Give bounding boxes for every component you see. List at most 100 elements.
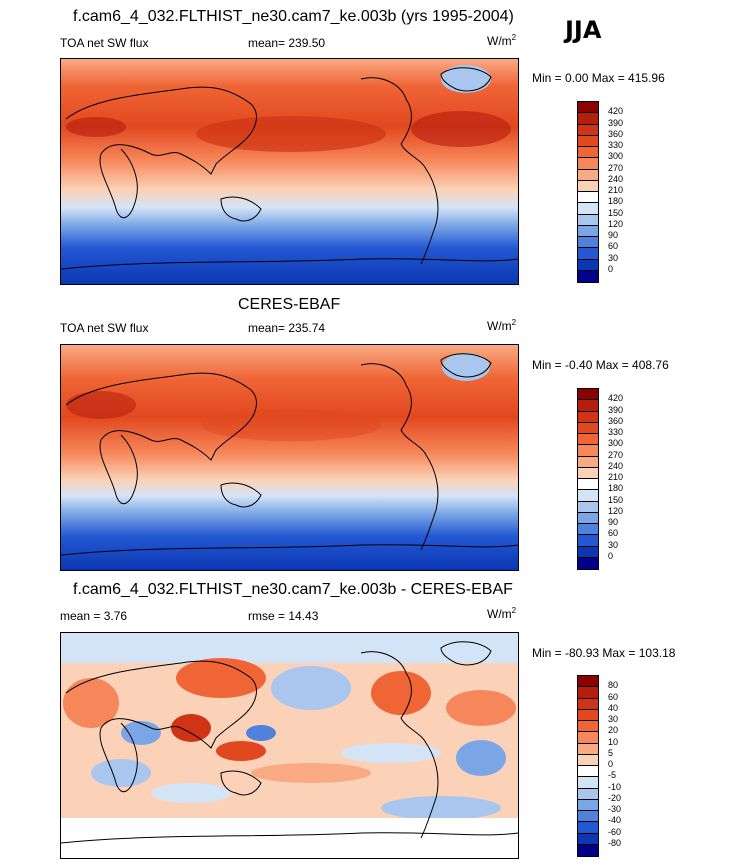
colorbar-tick-label: 270 [608, 162, 624, 173]
panel3-rmse-label: rmse = 14.43 [248, 609, 319, 623]
colorbar-tick-label: 30 [608, 714, 619, 724]
colorbar-swatch [578, 512, 598, 524]
panel1-map [60, 58, 519, 285]
colorbar-swatch [578, 147, 598, 159]
colorbar-swatch [578, 721, 598, 733]
colorbar-tick-label: 150 [608, 207, 624, 218]
colorbar-swatch [578, 788, 598, 800]
colorbar-tick-label: 120 [608, 505, 624, 516]
colorbar-swatch [578, 557, 598, 569]
panel2-title: CERES-EBAF [238, 296, 341, 313]
colorbar-tick-label: 90 [608, 230, 619, 240]
colorbar-tick-label: 80 [608, 680, 619, 691]
colorbar-swatch [578, 535, 598, 547]
colorbar-tick-label: 420 [608, 393, 624, 404]
colorbar-tick-label: 120 [608, 218, 624, 229]
colorbar-swatch [578, 822, 598, 834]
panel3-minmax: Min = -80.93 Max = 103.18 [532, 646, 676, 660]
panel1-title: f.cam6_4_032.FLTHIST_ne30.cam7_ke.003b (… [73, 8, 514, 25]
colorbar-tick-label: 420 [608, 106, 624, 117]
colorbar-tick-label: 390 [608, 117, 624, 128]
colorbar-tick-label: 210 [608, 472, 624, 482]
colorbar-tick-label: 60 [608, 691, 619, 702]
colorbar-swatch [578, 844, 598, 856]
colorbar-tick-label: 360 [608, 415, 624, 426]
panel3-colorbar [577, 675, 599, 857]
panel2-minmax: Min = -0.40 Max = 408.76 [532, 358, 669, 372]
colorbar-swatch [578, 124, 598, 136]
colorbar-tick-label: 0 [608, 550, 614, 561]
colorbar-tick-label: 300 [608, 151, 624, 162]
colorbar-swatch [578, 456, 598, 468]
colorbar-swatch [578, 248, 598, 260]
colorbar-tick-label: 180 [608, 483, 624, 494]
panel1-minmax: Min = 0.00 Max = 415.96 [532, 71, 665, 85]
colorbar-swatch [578, 799, 598, 811]
colorbar-tick-label: -5 [608, 770, 617, 781]
panel2-map [60, 344, 519, 571]
colorbar-tick-label: 390 [608, 404, 624, 415]
colorbar-swatch [578, 754, 598, 766]
colorbar-tick-label: 30 [608, 252, 619, 263]
panel3-units: W/m2 [487, 606, 517, 621]
colorbar-swatch [578, 237, 598, 249]
colorbar-swatch [578, 225, 598, 237]
colorbar-swatch [578, 135, 598, 147]
colorbar-swatch [578, 169, 598, 181]
colorbar-swatch [578, 400, 598, 412]
colorbar-swatch [578, 524, 598, 536]
colorbar-swatch [578, 434, 598, 446]
colorbar-tick-label: 60 [608, 241, 619, 252]
colorbar-swatch [578, 214, 598, 226]
colorbar-tick-label: 5 [608, 747, 614, 758]
panel3-mean-label: mean = 3.76 [60, 609, 128, 623]
colorbar-swatch [578, 203, 598, 215]
colorbar-swatch [578, 102, 598, 114]
colorbar-swatch [578, 501, 598, 513]
colorbar-tick-label: -20 [608, 792, 622, 803]
colorbar-swatch [578, 270, 598, 282]
panel1-variable-label: TOA net SW flux [60, 36, 149, 50]
colorbar-tick-label: 10 [608, 736, 619, 747]
colorbar-tick-label: 330 [608, 427, 624, 437]
colorbar-tick-label: 150 [608, 494, 624, 505]
colorbar-swatch [578, 490, 598, 502]
colorbar-swatch [578, 467, 598, 479]
panel2-colorbar [577, 388, 599, 570]
panel3-map [60, 632, 519, 859]
colorbar-swatch [578, 180, 598, 192]
colorbar-swatch [578, 766, 598, 778]
colorbar-swatch [578, 777, 598, 789]
colorbar-swatch [578, 192, 598, 204]
colorbar-tick-label: 330 [608, 140, 624, 150]
colorbar-tick-label: 0 [608, 263, 614, 274]
season-label: JJA [565, 16, 602, 44]
colorbar-swatch [578, 259, 598, 271]
panel2-mean-label: mean= 235.74 [248, 321, 326, 335]
colorbar-tick-label: 20 [608, 725, 619, 736]
panel2-variable-label: TOA net SW flux [60, 321, 149, 335]
colorbar-swatch [578, 445, 598, 457]
colorbar-tick-label: 40 [608, 702, 619, 713]
colorbar-swatch [578, 389, 598, 401]
panel1-mean-label: mean= 239.50 [248, 36, 326, 50]
colorbar-tick-label: 270 [608, 449, 624, 460]
colorbar-tick-label: -60 [608, 826, 622, 837]
colorbar-swatch [578, 709, 598, 721]
colorbar-swatch [578, 422, 598, 434]
colorbar-swatch [578, 732, 598, 744]
panel1-units: W/m2 [487, 33, 517, 48]
colorbar-tick-label: 60 [608, 528, 619, 539]
panel3-title: f.cam6_4_032.FLTHIST_ne30.cam7_ke.003b -… [73, 581, 513, 598]
colorbar-swatch [578, 676, 598, 688]
colorbar-tick-label: 360 [608, 128, 624, 139]
colorbar-swatch [578, 479, 598, 491]
colorbar-swatch [578, 687, 598, 699]
colorbar-tick-label: 90 [608, 517, 619, 527]
colorbar-tick-label: 30 [608, 539, 619, 550]
colorbar-tick-label: 0 [608, 759, 614, 769]
colorbar-swatch [578, 743, 598, 755]
colorbar-swatch [578, 546, 598, 558]
panel1-colorbar [577, 101, 599, 283]
colorbar-swatch [578, 698, 598, 710]
